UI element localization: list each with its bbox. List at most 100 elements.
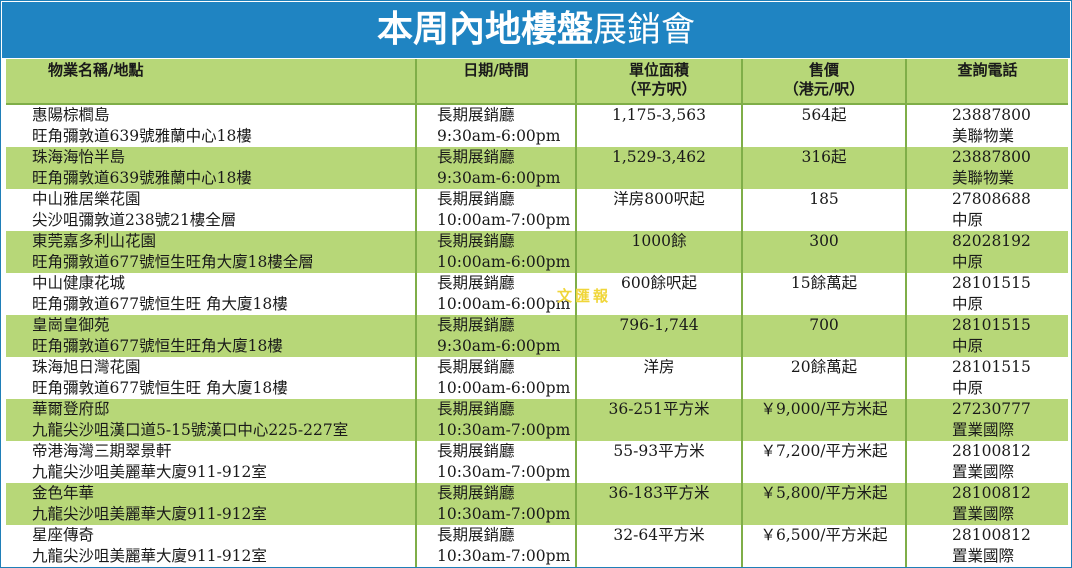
property-address: 旺角彌敦道677號恒生旺 角大廈18樓 (32, 295, 288, 313)
price: ￥5,800/平方米起 (760, 484, 888, 502)
property-address: 旺角彌敦道677號恒生旺 角大廈18樓 (32, 379, 288, 397)
price-cell: 700 (741, 315, 906, 357)
price: ￥9,000/平方米起 (760, 400, 888, 418)
property-cell: 華爾登府邸 九龍尖沙咀漢口道5-15號漢口中心225-227室 (6, 399, 416, 441)
phone-number: 28100812 (952, 442, 1031, 460)
opening-hours: 10:30am-7:00pm (437, 463, 571, 481)
price-cell: ￥5,800/平方米起 (741, 483, 906, 525)
area-cell: 55-93平方米 (575, 441, 742, 483)
phone-cell: 28100812 置業國際 (905, 483, 1068, 525)
price-cell: 185 (741, 189, 906, 231)
unit-area: 1000餘 (631, 232, 687, 250)
price-cell: ￥6,500/平方米起 (741, 525, 906, 567)
agent-name: 置業國際 (952, 421, 1015, 439)
price: 20餘萬起 (790, 358, 858, 376)
header-phone: 查詢電話 (905, 59, 1068, 105)
agent-name: 置業國際 (952, 547, 1015, 565)
title-bold: 本周內地樓盤 (376, 9, 593, 50)
property-cell: 星座傳奇 九龍尖沙咀美麗華大廈911-912室 (6, 525, 416, 567)
property-name: 帝港海灣三期翠景軒 (32, 442, 172, 460)
header-name: 物業名稱/地點 (6, 59, 416, 105)
property-address: 旺角彌敦道639號雅蘭中心18樓 (32, 169, 252, 187)
table-row: 惠陽棕櫚島 旺角彌敦道639號雅蘭中心18樓 長期展銷廳 9:30am-6:00pm 1… (6, 104, 1068, 147)
price: 185 (809, 190, 839, 208)
phone-cell: 23887800 美聯物業 (905, 104, 1068, 147)
opening-hours: 10:30am-7:00pm (437, 505, 571, 523)
watermark: 文匯報 (557, 287, 612, 305)
header-price-line2: （港元/呎） (783, 80, 865, 98)
property-cell: 珠海海怡半島 旺角彌敦道639號雅蘭中心18樓 (6, 147, 416, 189)
property-name: 東莞嘉多利山花園 (32, 232, 157, 250)
phone-number: 28100812 (952, 526, 1031, 544)
agent-name: 中原 (952, 295, 984, 313)
property-cell: 帝港海灣三期翠景軒九龍尖沙咀美麗華大廈911-912室 (6, 441, 416, 483)
area-cell: 1,529-3,462 (575, 147, 742, 189)
opening-hours: 10:00am-6:00pm (437, 295, 571, 313)
property-name: 珠海旭日灣花園 (32, 358, 141, 376)
phone-cell: 23887800 美聯物業 (905, 147, 1068, 189)
property-name: 皇崗皇御苑 (32, 316, 110, 334)
opening-hours: 9:30am-6:00pm (437, 337, 561, 355)
phone-number: 28101515 (952, 274, 1031, 292)
venue: 長期展銷廳 (437, 358, 515, 376)
venue: 長期展銷廳 (437, 148, 515, 166)
table-row: 珠海旭日灣花園 旺角彌敦道677號恒生旺 角大廈18樓 長期展銷廳 10:00am-6… (6, 357, 1068, 399)
phone-number: 23887800 (952, 106, 1031, 124)
agent-name: 美聯物業 (952, 169, 1015, 187)
unit-area: 洋房 (643, 358, 675, 376)
property-address: 九龍尖沙咀美麗華大廈911-912室 (32, 547, 267, 565)
agent-name: 中原 (952, 211, 984, 229)
table-row: 華爾登府邸 九龍尖沙咀漢口道5-15號漢口中心225-227室 長期展銷廳 10:30… (6, 399, 1068, 441)
table-row: 東莞嘉多利山花園 旺角彌敦道677號恒生旺角大廈18樓全層 長期展銷廳 10:00am… (6, 231, 1068, 273)
agent-name: 中原 (952, 337, 984, 355)
price-cell: 20餘萬起 (741, 357, 906, 399)
phone-cell: 28101515 中原 (905, 273, 1068, 315)
header-price-line1: 售價 (808, 61, 839, 79)
area-cell: 1,175-3,563 (575, 104, 742, 147)
header-price: 售價 （港元/呎） (741, 59, 906, 105)
price: 564起 (801, 106, 847, 124)
unit-area: 洋房800呎起 (613, 190, 705, 208)
venue: 長期展銷廳 (437, 232, 515, 250)
date-cell: 長期展銷廳 10:30am-7:00pm (415, 441, 576, 483)
phone-number: 28101515 (952, 316, 1031, 334)
phone-number: 28101515 (952, 358, 1031, 376)
phone-cell: 82028192 中原 (905, 231, 1068, 273)
unit-area: 36-183平方米 (608, 484, 710, 502)
price: ￥6,500/平方米起 (760, 526, 888, 544)
opening-hours: 10:00am-7:00pm (437, 211, 571, 229)
area-cell: 1000餘 (575, 231, 742, 273)
phone-number: 28100812 (952, 484, 1031, 502)
date-cell: 長期展銷廳 10:30am-7:00pm (415, 483, 576, 525)
price: 700 (809, 316, 839, 334)
price-cell: 15餘萬起 (741, 273, 906, 315)
venue: 長期展銷廳 (437, 442, 515, 460)
unit-area: 36-251平方米 (608, 400, 710, 418)
property-address: 九龍尖沙咀美麗華大廈911-912室 (32, 463, 267, 481)
area-cell: 32-64平方米 (575, 525, 742, 567)
area-cell: 洋房800呎起 (575, 189, 742, 231)
venue: 長期展銷廳 (437, 106, 515, 124)
phone-number: 27808688 (952, 190, 1031, 208)
opening-hours: 9:30am-6:00pm (437, 169, 561, 187)
unit-area: 1,529-3,462 (612, 148, 706, 166)
property-cell: 珠海旭日灣花園旺角彌敦道677號恒生旺 角大廈18樓 (6, 357, 416, 399)
venue: 長期展銷廳 (437, 190, 515, 208)
agent-name: 中原 (952, 253, 984, 271)
phone-cell: 27808688 中原 (905, 189, 1068, 231)
property-name: 惠陽棕櫚島 (32, 106, 110, 124)
phone-number: 23887800 (952, 148, 1031, 166)
agent-name: 置業國際 (952, 505, 1015, 523)
phone-number: 82028192 (952, 232, 1031, 250)
date-cell: 長期展銷廳 10:00am-6:00pm (415, 273, 576, 315)
venue: 長期展銷廳 (437, 400, 515, 418)
price: ￥7,200/平方米起 (760, 442, 888, 460)
property-name: 中山健康花城 (32, 274, 126, 292)
price: 15餘萬起 (790, 274, 858, 292)
property-cell: 中山健康花城旺角彌敦道677號恒生旺 角大廈18樓 (6, 273, 416, 315)
title-bar: 本周內地樓盤展銷會 (2, 2, 1070, 58)
property-name: 金色年華 (32, 484, 95, 502)
unit-area: 600餘呎起 (620, 274, 698, 292)
phone-cell: 27230777 置業國際 (905, 399, 1068, 441)
